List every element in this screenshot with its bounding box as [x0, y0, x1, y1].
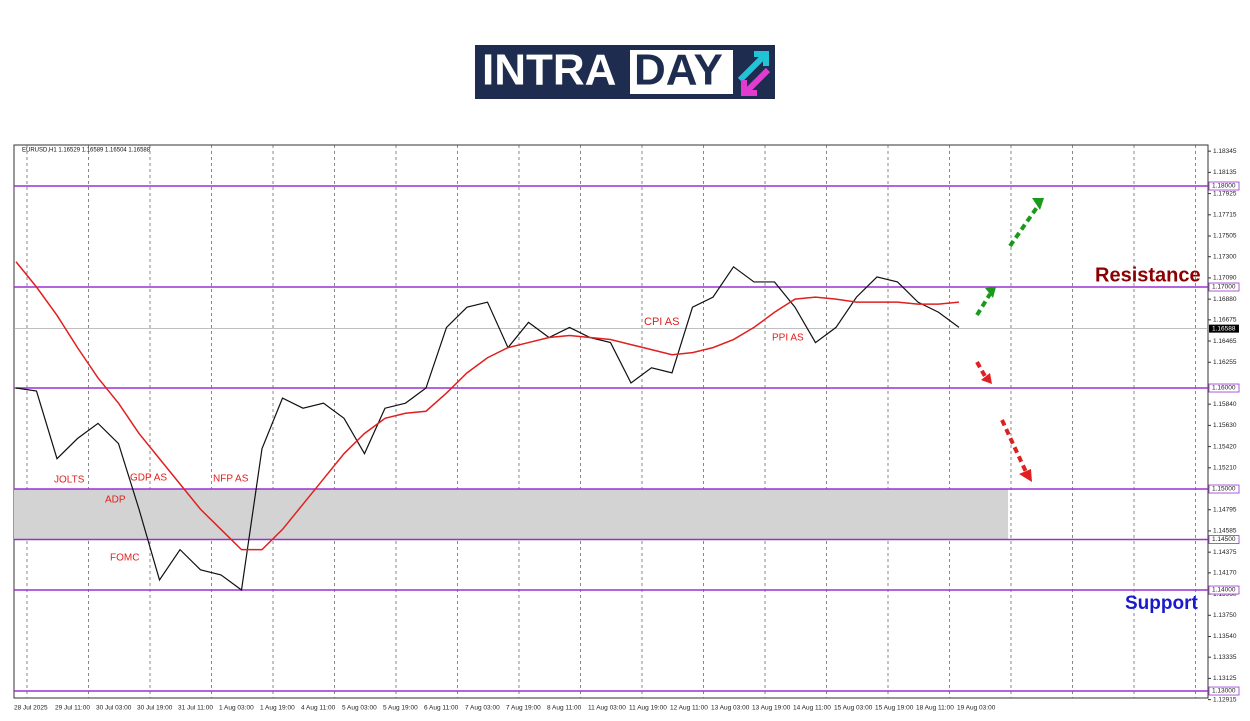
y-tick-label: 1.17505 [1213, 233, 1237, 240]
x-tick-label: 1 Aug 03:00 [219, 705, 254, 712]
level-label: 1.14500 [1212, 536, 1236, 543]
y-tick-label: 1.17715 [1213, 212, 1237, 219]
y-tick-label: 1.15630 [1213, 422, 1237, 429]
y-tick-label: 1.17925 [1213, 190, 1237, 197]
x-tick-label: 8 Aug 11:00 [547, 705, 582, 712]
level-label: 1.15000 [1212, 486, 1236, 493]
x-tick-label: 1 Aug 19:00 [260, 705, 295, 712]
x-tick-label: 15 Aug 03:00 [834, 705, 873, 712]
level-label: 1.13000 [1212, 688, 1236, 695]
x-tick-label: 7 Aug 03:00 [465, 705, 500, 712]
x-tick-label: 6 Aug 11:00 [424, 705, 459, 712]
x-tick-label: 4 Aug 11:00 [301, 705, 336, 712]
logo-arrow [741, 67, 771, 96]
x-tick-label: 30 Jul 03:00 [96, 705, 132, 712]
y-tick-label: 1.15840 [1213, 401, 1237, 408]
y-tick-label: 1.17090 [1213, 275, 1237, 282]
y-tick-label: 1.14795 [1213, 506, 1237, 513]
plot-frame [13, 144, 1209, 699]
level-box [1208, 282, 1240, 292]
arrow [975, 361, 988, 379]
annotation: GDP AS [130, 473, 167, 484]
y-tick-label: 1.14170 [1213, 570, 1237, 577]
x-tick-label: 29 Jul 11:00 [55, 705, 90, 712]
y-tick-label: 1.14375 [1213, 549, 1237, 556]
series-line [15, 265, 960, 592]
y-tick-label: 1.14585 [1213, 528, 1237, 535]
y-tick-label: 1.12915 [1213, 696, 1237, 703]
arrow-head [1019, 469, 1032, 482]
logo-box [630, 50, 733, 94]
y-tick-label: 1.13335 [1213, 654, 1237, 661]
level-box [1208, 585, 1240, 595]
x-tick-label: 14 Aug 11:00 [793, 705, 831, 712]
x-tick-label: 28 Jul 2025 [14, 705, 48, 712]
level-box [1208, 383, 1240, 393]
annotation: JOLTS [54, 475, 85, 486]
x-tick-label: 5 Aug 19:00 [383, 705, 418, 712]
annotation: CPI AS [644, 316, 679, 328]
arrow [975, 292, 992, 317]
current-price-label: 1.16588 [1212, 325, 1236, 332]
y-tick-label: 1.18345 [1213, 148, 1237, 155]
x-tick-label: 12 Aug 11:00 [670, 705, 708, 712]
x-tick-label: 13 Aug 19:00 [752, 705, 791, 712]
x-tick-label: 19 Aug 03:00 [957, 705, 996, 712]
x-tick-label: 11 Aug 03:00 [588, 705, 626, 712]
y-tick-label: 1.16255 [1213, 359, 1237, 366]
x-tick-label: 13 Aug 03:00 [711, 705, 750, 712]
x-tick-label: 7 Aug 19:00 [506, 705, 541, 712]
arrow [1000, 419, 1028, 473]
y-tick-label: 1.17300 [1213, 253, 1237, 260]
forecast-arrows [975, 198, 1044, 482]
annotation: Resistance [1095, 264, 1201, 286]
x-tick-label: 11 Aug 19:00 [629, 705, 667, 712]
annotation: Support [1125, 593, 1198, 614]
y-tick-label: 1.16880 [1213, 296, 1237, 303]
zone [14, 489, 1008, 540]
logo-text: INTRA [482, 46, 616, 95]
level-label: 1.17000 [1212, 284, 1236, 291]
arrow-head [981, 373, 992, 384]
y-tick-label: 1.15420 [1213, 443, 1237, 450]
logo: INTRA DAY [475, 45, 775, 99]
level-label: 1.18000 [1212, 183, 1236, 190]
y-tick-label: 1.13750 [1213, 612, 1237, 619]
arrow-head [985, 287, 996, 298]
y-tick-label: 1.13540 [1213, 633, 1237, 640]
arrow [1008, 201, 1042, 248]
y-tick-label: 1.16675 [1213, 317, 1237, 324]
x-tick-label: 18 Aug 11:00 [916, 705, 954, 712]
level-label: 1.16000 [1212, 385, 1236, 392]
y-tick-label: 1.13125 [1213, 675, 1237, 682]
y-tick-label: 1.15210 [1213, 465, 1237, 472]
level-box [1208, 535, 1240, 544]
level-label: 1.14000 [1212, 587, 1236, 594]
arrow-head [1032, 198, 1044, 210]
x-tick-label: 31 Jul 11:00 [178, 705, 213, 712]
annotation: ADP [105, 495, 126, 506]
x-tick-label: 5 Aug 03:00 [342, 705, 377, 712]
chart-title: EURUSD,H1 1.16529 1.16589 1.16504 1.1658… [22, 148, 151, 154]
x-tick-label: 15 Aug 19:00 [875, 705, 914, 712]
logo-text: DAY [634, 46, 723, 95]
annotation: FOMC [110, 553, 139, 564]
level-box [1208, 181, 1240, 191]
level-box [1208, 686, 1240, 696]
current-price-box [1209, 324, 1239, 333]
series-line [15, 261, 960, 551]
y-tick-label: 1.16465 [1213, 338, 1237, 345]
level-box [1208, 484, 1240, 494]
annotation: PPI AS [772, 333, 804, 344]
y-tick-label: 1.18135 [1213, 169, 1237, 176]
logo-arrow [737, 51, 769, 83]
x-tick-label: 30 Jul 19:00 [137, 705, 173, 712]
annotation: NFP AS [213, 474, 249, 485]
